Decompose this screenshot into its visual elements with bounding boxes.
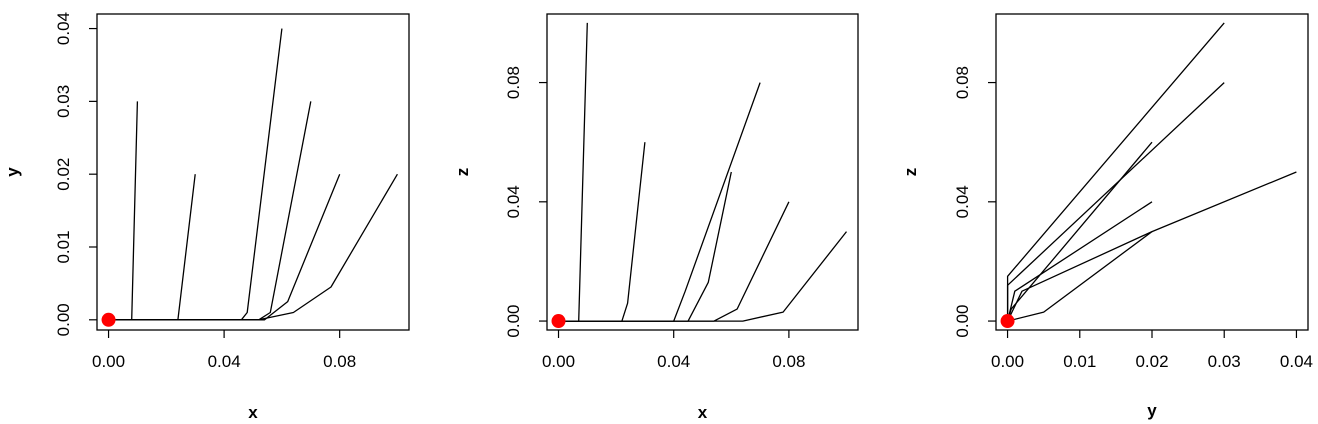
x-axis-label: x [698,403,708,422]
trajectory-line-5 [1007,171,1297,322]
trajectory-line-5 [558,201,790,322]
trajectory-line-3 [1006,141,1153,322]
plot-frame [995,13,1309,331]
trajectory-line-4 [1006,201,1153,322]
y-axis-label: z [901,168,920,177]
x-axis-label: x [248,403,258,422]
x-tick-label: 0.03 [1208,352,1241,371]
panel-x-vs-y: 0.00 0.04 0.08 0.00 0.01 0.02 0.03 0.04 x y [3,12,410,422]
trajectory-line-3 [108,28,283,321]
x-tick-label: 0.04 [208,352,241,371]
x-tick-label: 0.04 [657,352,690,371]
origin-point [551,314,566,329]
y-tick-label: 0.01 [54,230,73,263]
trajectory-line-2 [108,174,196,321]
y-tick-label: 0.04 [504,185,523,218]
y-tick-label: 0.04 [54,12,73,45]
x-tick-label: 0.01 [1063,352,1096,371]
trajectory-line-5 [108,173,341,321]
panel-y-vs-z: 0.00 0.01 0.02 0.03 0.04 0.00 0.04 0.08 y z [901,13,1313,420]
trajectory-line-4 [108,101,312,321]
trajectory-line-1 [558,22,588,322]
y-tick-label: 0.00 [54,303,73,336]
plot-frame [546,13,859,331]
trajectory-line-1 [1006,22,1225,322]
origin-point [101,312,116,327]
trajectory-line-2 [558,142,646,322]
y-tick-label: 0.08 [953,66,972,99]
y-axis-label: y [3,167,22,177]
x-tick-label: 0.08 [323,352,356,371]
y-tick-label: 0.03 [54,85,73,118]
trajectory-line-1 [108,101,139,321]
y-axis-label: z [453,168,472,177]
x-axis-label: y [1147,401,1157,420]
y-tick-label: 0.00 [504,305,523,338]
y-tick-label: 0.08 [504,66,523,99]
trajectory-line-6 [108,173,398,321]
y-tick-label: 0.04 [953,185,972,218]
trajectory-line-4 [558,171,732,322]
origin-point [1000,314,1015,329]
trajectory-line-6 [558,231,848,322]
x-tick-label: 0.04 [1280,352,1313,371]
trajectory-line-2 [1006,82,1225,322]
x-tick-label: 0.00 [991,352,1024,371]
x-tick-label: 0.02 [1135,352,1168,371]
x-tick-label: 0.08 [772,352,805,371]
y-tick-label: 0.02 [54,158,73,191]
trajectory-line-6 [1007,231,1153,322]
x-tick-label: 0.00 [542,352,575,371]
trajectory-line-3 [558,82,761,322]
x-tick-label: 0.00 [92,352,125,371]
plot-frame [96,13,410,331]
panel-x-vs-z: 0.00 0.04 0.08 0.00 0.04 0.08 x z [453,13,859,422]
y-tick-label: 0.00 [953,305,972,338]
